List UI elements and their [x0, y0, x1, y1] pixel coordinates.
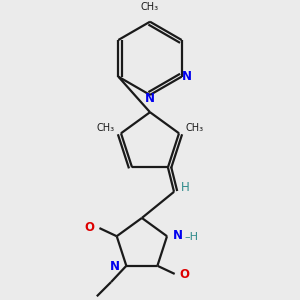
Text: N: N	[110, 260, 120, 273]
Text: N: N	[173, 229, 183, 242]
Text: –H: –H	[184, 232, 198, 242]
Text: O: O	[180, 268, 190, 281]
Text: CH₃: CH₃	[97, 123, 115, 133]
Text: N: N	[182, 70, 192, 83]
Text: H: H	[181, 181, 190, 194]
Text: CH₃: CH₃	[185, 123, 203, 133]
Text: CH₃: CH₃	[141, 2, 159, 11]
Text: N: N	[145, 92, 155, 105]
Text: O: O	[84, 220, 94, 234]
